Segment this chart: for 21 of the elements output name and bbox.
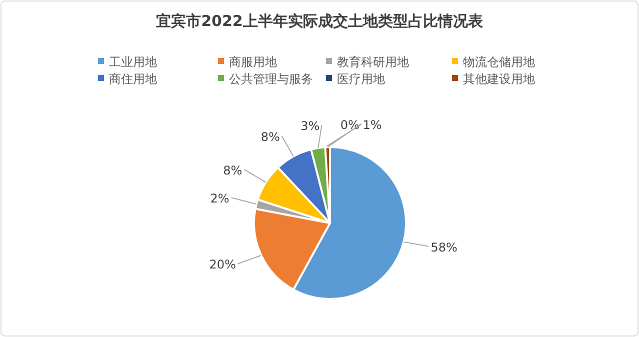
legend-label: 工业用地 bbox=[109, 55, 157, 69]
data-label: 20% bbox=[209, 258, 236, 272]
chart-title: 宜宾市2022上半年实际成交土地类型占比情况表 bbox=[156, 12, 484, 30]
legend-item: 物流仓储用地 bbox=[452, 55, 535, 69]
legend-label: 医疗用地 bbox=[337, 72, 385, 86]
text: 0% bbox=[340, 118, 360, 132]
legend-item: 教育科研用地 bbox=[326, 55, 409, 69]
legend-label: 商服用地 bbox=[229, 55, 277, 69]
data-label: 8% bbox=[260, 130, 280, 144]
legend-item: 商住用地 bbox=[98, 72, 157, 86]
legend-item: 医疗用地 bbox=[326, 72, 385, 86]
legend-label: 商住用地 bbox=[109, 72, 157, 86]
legend-item: 工业用地 bbox=[98, 55, 157, 69]
data-label: 8% bbox=[223, 163, 242, 178]
legend-item: 商服用地 bbox=[218, 55, 277, 69]
legend-item: 公共管理与服务 bbox=[218, 72, 313, 86]
data-label: 1% bbox=[362, 118, 382, 132]
data-label: 2% bbox=[210, 192, 230, 206]
data-label: 58% bbox=[430, 240, 458, 254]
data-label: 3% bbox=[300, 119, 320, 134]
legend-item: 其他建设用地 bbox=[452, 72, 535, 86]
